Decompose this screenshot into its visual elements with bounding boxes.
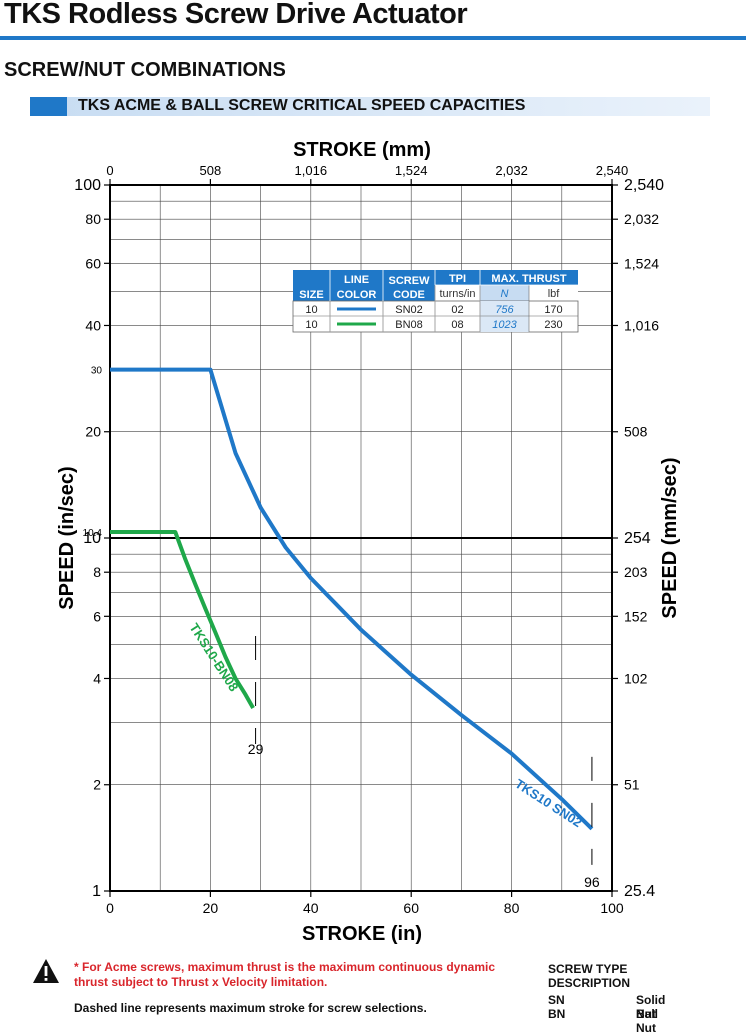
x-tick-label-top: 1,524 bbox=[395, 163, 428, 178]
y-axis-title-right: SPEED (mm/sec) bbox=[659, 457, 681, 618]
page-title: TKS Rodless Screw Drive Actuator bbox=[4, 0, 468, 30]
series-label-sn02: TKS10 SN02 bbox=[512, 776, 584, 830]
legend-header-color: COLOR bbox=[337, 289, 377, 301]
series-line bbox=[110, 367, 594, 831]
y-axis-title-left: SPEED (in/sec) bbox=[56, 466, 78, 609]
x-tick-label-bottom: 40 bbox=[303, 900, 319, 916]
legend-header-code: CODE bbox=[393, 289, 425, 301]
y-tick-label-right: 2,032 bbox=[624, 211, 659, 227]
y-tick-label-right: 2,540 bbox=[624, 177, 664, 194]
screw-type-code: SN bbox=[548, 993, 565, 1007]
legend-n-unit: N bbox=[501, 288, 509, 300]
screw-type-desc: Ball Nut bbox=[636, 1007, 659, 1035]
section-title: SCREW/NUT COMBINATIONS bbox=[4, 59, 286, 81]
legend-header-tpi: TPI bbox=[449, 273, 466, 285]
critical-speed-chart: 0020508401,016601,524802,0321002,5401246… bbox=[56, 139, 681, 945]
y-tick-label-right: 203 bbox=[624, 564, 648, 580]
section-banner bbox=[30, 97, 710, 116]
x-tick-label-top: 508 bbox=[200, 163, 222, 178]
y-tick-label-left: 1 bbox=[92, 883, 101, 900]
screw-type-legend: SCREW TYPE DESCRIPTION SN Solid Nut BN B… bbox=[548, 962, 665, 1035]
banner-title: TKS ACME & BALL SCREW CRITICAL SPEED CAP… bbox=[78, 97, 526, 114]
y-tick-label-left: 20 bbox=[85, 424, 101, 440]
screw-type-row: SN Solid Nut bbox=[548, 993, 665, 1021]
y-tick-label-left: 6 bbox=[93, 608, 101, 624]
y-tick-label-left: 4 bbox=[93, 670, 101, 686]
banner-accent-block bbox=[30, 97, 67, 116]
screw-type-row: BN Ball Nut bbox=[548, 1007, 658, 1035]
legend-n-unit-bg bbox=[480, 285, 529, 301]
warning-icon bbox=[33, 959, 59, 983]
x-tick-label-bottom: 20 bbox=[203, 900, 219, 916]
dashed-line-note: Dashed line represents maximum stroke fo… bbox=[74, 1001, 427, 1015]
y-tick-label-right: 508 bbox=[624, 424, 648, 440]
legend-tpi-unit: turns/in bbox=[439, 288, 475, 300]
legend-header-size: SIZE bbox=[299, 289, 323, 301]
screw-type-subtitle: DESCRIPTION bbox=[548, 976, 631, 990]
y-tick-label-right: 51 bbox=[624, 777, 640, 793]
y-tick-label-left: 80 bbox=[85, 211, 101, 227]
legend-row2-code: BN08 bbox=[395, 319, 423, 331]
legend-row1-thrust-n: 756 bbox=[495, 304, 514, 316]
legend-body-bg bbox=[292, 300, 579, 333]
legend-row1-code: SN02 bbox=[395, 304, 423, 316]
legend-lbf-unit-bg bbox=[529, 285, 578, 301]
legend-tpi-unit-bg bbox=[435, 285, 480, 301]
screw-type-code: BN bbox=[548, 1007, 566, 1021]
legend-row1-size: 10 bbox=[305, 304, 317, 316]
y-extra-label: 30 bbox=[91, 366, 103, 377]
chart-tick-labels: 0020508401,016601,524802,0321002,5401246… bbox=[74, 163, 664, 916]
y-tick-label-right: 102 bbox=[624, 670, 648, 686]
x-tick-label-top: 2,540 bbox=[596, 163, 629, 178]
legend-table: SIZE LINE COLOR SCREW CODE TPI MAX. THRU… bbox=[292, 270, 579, 333]
x-tick-label-bottom: 100 bbox=[600, 900, 624, 916]
y-extra-label: 10.4 bbox=[83, 528, 103, 539]
x-tick-label-bottom: 60 bbox=[403, 900, 419, 916]
series-line bbox=[110, 530, 255, 709]
y-tick-label-left: 100 bbox=[74, 177, 101, 194]
y-tick-label-left: 2 bbox=[93, 777, 101, 793]
legend-row2-size: 10 bbox=[305, 319, 317, 331]
max-stroke-label: 96 bbox=[584, 874, 600, 890]
y-tick-label-left: 40 bbox=[85, 317, 101, 333]
legend-header-screw: SCREW bbox=[389, 275, 431, 287]
x-tick-label-top: 2,032 bbox=[495, 163, 528, 178]
y-tick-label-left: 60 bbox=[85, 255, 101, 271]
acme-thrust-note: * For Acme screws, maximum thrust is the… bbox=[74, 960, 496, 989]
y-tick-label-right: 1,016 bbox=[624, 317, 659, 333]
screw-type-title: SCREW TYPE bbox=[548, 962, 628, 976]
x-tick-label-bottom: 0 bbox=[106, 900, 114, 916]
x-tick-label-top: 1,016 bbox=[295, 163, 328, 178]
legend-row2-thrust-lbf: 230 bbox=[544, 319, 562, 331]
x-tick-label-top: 0 bbox=[106, 163, 113, 178]
y-tick-label-right: 25.4 bbox=[624, 883, 655, 900]
legend-lbf-unit: lbf bbox=[548, 288, 561, 300]
legend-row2-thrust-n: 1023 bbox=[492, 319, 517, 331]
legend-row1-thrust-lbf: 170 bbox=[544, 304, 562, 316]
y-tick-label-right: 1,524 bbox=[624, 255, 659, 271]
legend-row1-tpi: 02 bbox=[451, 304, 463, 316]
x-axis-title-bottom: STROKE (in) bbox=[302, 923, 422, 945]
y-tick-label-left: 8 bbox=[93, 564, 101, 580]
chart-axes bbox=[104, 179, 618, 897]
y-tick-label-right: 254 bbox=[624, 530, 651, 547]
max-stroke-label: 29 bbox=[248, 741, 264, 757]
x-axis-title-top: STROKE (mm) bbox=[293, 139, 431, 161]
screw-type-desc: Solid Nut bbox=[636, 993, 666, 1021]
legend-header-max-thrust: MAX. THRUST bbox=[491, 273, 566, 285]
x-tick-label-bottom: 80 bbox=[504, 900, 520, 916]
legend-n-col-bg bbox=[480, 301, 529, 332]
title-rule bbox=[0, 36, 746, 40]
y-tick-label-right: 152 bbox=[624, 608, 648, 624]
legend-header-line: LINE bbox=[344, 274, 369, 286]
legend-row2-tpi: 08 bbox=[451, 319, 463, 331]
y-tick-label-left: 10 bbox=[83, 530, 101, 547]
